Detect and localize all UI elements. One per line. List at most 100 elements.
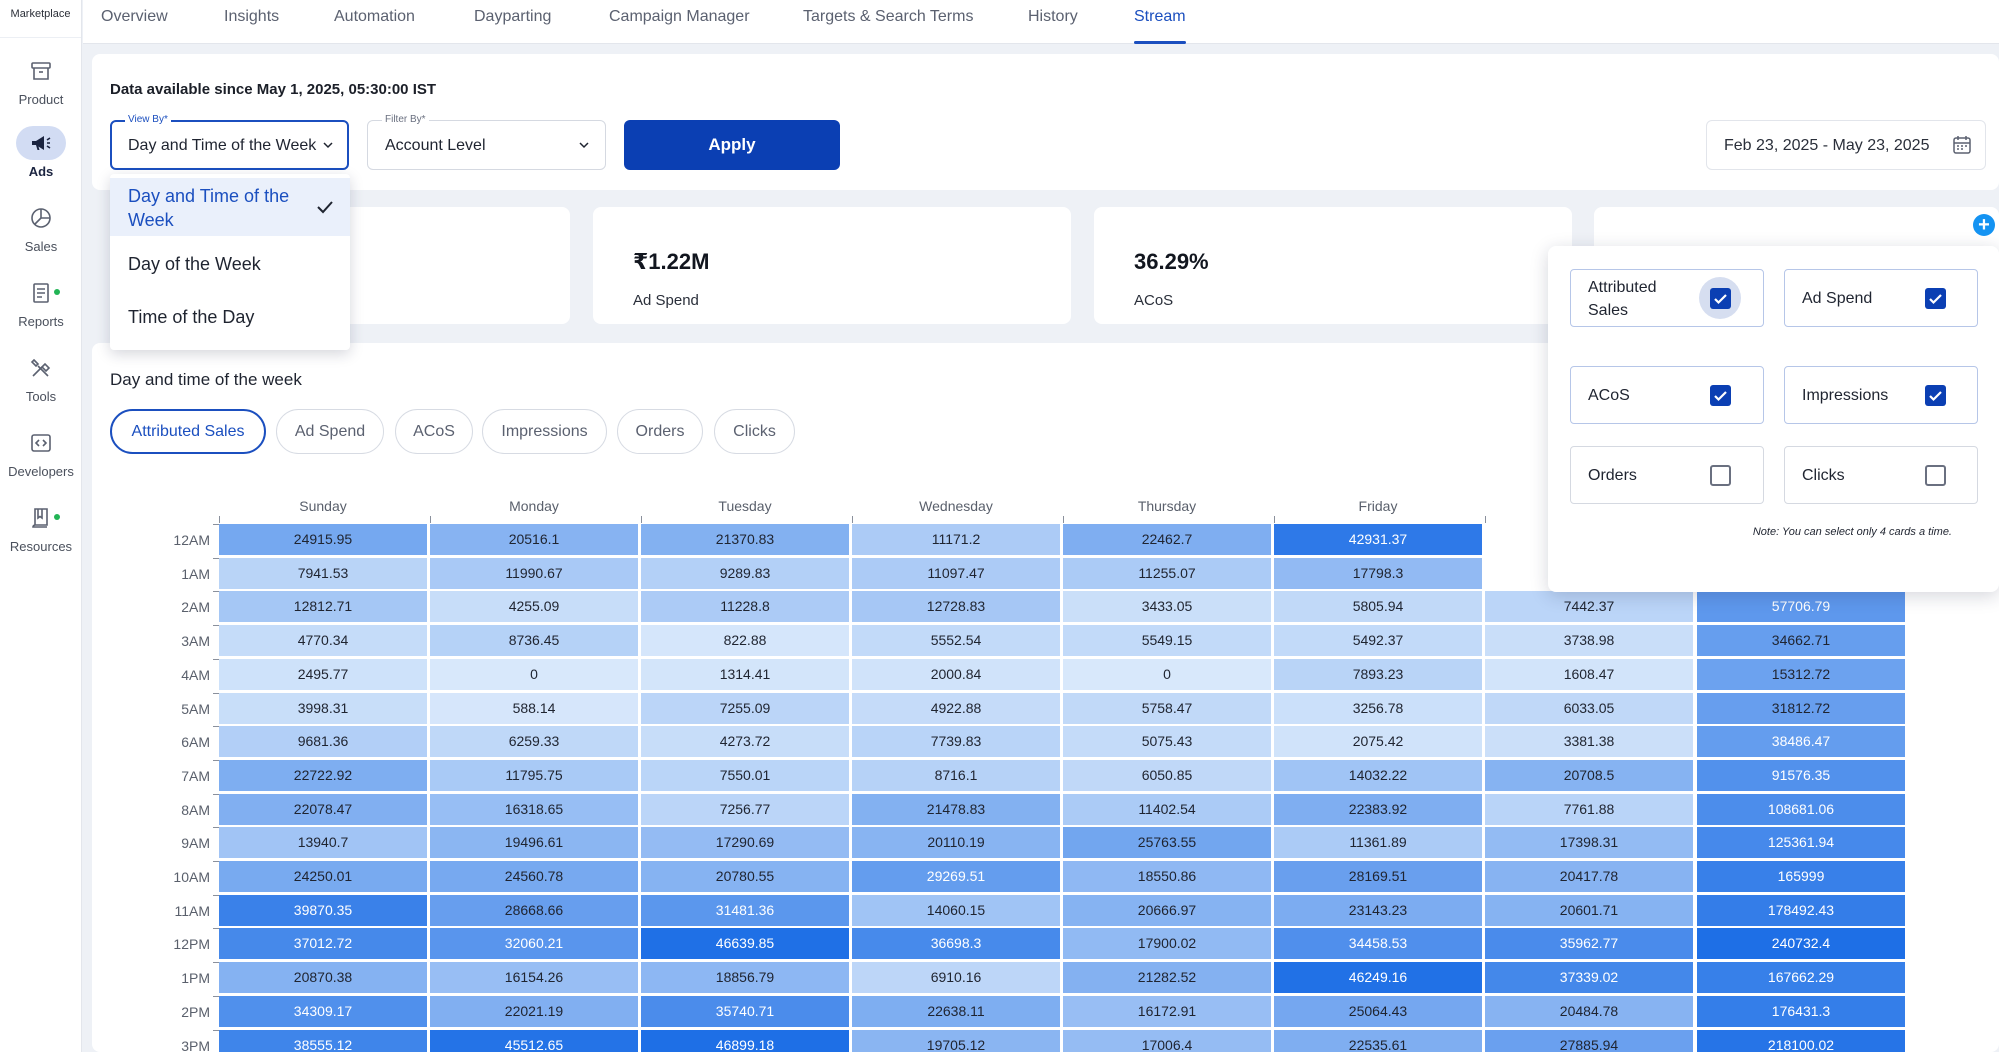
heatmap-cell[interactable]: 28668.66 [430, 894, 638, 926]
heatmap-cell[interactable]: 18550.86 [1063, 861, 1271, 892]
heatmap-cell[interactable]: 7761.88 [1485, 793, 1693, 825]
tab-stream[interactable]: Stream [1134, 0, 1186, 44]
heatmap-cell[interactable]: 17290.69 [641, 827, 849, 859]
metric-card-impressions[interactable]: Impressions [1784, 366, 1978, 424]
heatmap-cell[interactable]: 11361.89 [1274, 827, 1482, 859]
heatmap-cell[interactable]: 125361.94 [1697, 827, 1905, 859]
heatmap-cell[interactable]: 7442.37 [1485, 591, 1693, 623]
heatmap-cell[interactable]: 19705.12 [852, 1029, 1060, 1052]
checkbox-unchecked-icon[interactable] [1925, 465, 1946, 486]
sidebar-item-sales[interactable]: Sales [0, 201, 82, 254]
heatmap-cell[interactable]: 9681.36 [219, 726, 427, 758]
heatmap-cell[interactable]: 46639.85 [641, 928, 849, 960]
heatmap-cell[interactable]: 1314.41 [641, 658, 849, 690]
heatmap-cell[interactable]: 6259.33 [430, 726, 638, 758]
heatmap-cell[interactable]: 3998.31 [219, 692, 427, 724]
heatmap-cell[interactable]: 20417.78 [1485, 861, 1693, 892]
metric-chip-ad-spend[interactable]: Ad Spend [276, 409, 384, 454]
heatmap-cell[interactable]: 3256.78 [1274, 692, 1482, 724]
heatmap-cell[interactable]: 20516.1 [430, 524, 638, 555]
heatmap-cell[interactable]: 2495.77 [219, 658, 427, 690]
heatmap-cell[interactable]: 46249.16 [1274, 962, 1482, 994]
heatmap-cell[interactable]: 5552.54 [852, 625, 1060, 657]
sidebar-item-reports[interactable]: Reports [0, 276, 82, 329]
heatmap-cell[interactable]: 22535.61 [1274, 1029, 1482, 1052]
heatmap-cell[interactable]: 22462.7 [1063, 524, 1271, 555]
tab-history[interactable]: History [1028, 8, 1078, 25]
heatmap-cell[interactable]: 108681.06 [1697, 793, 1905, 825]
heatmap-cell[interactable]: 15312.72 [1697, 658, 1905, 690]
heatmap-cell[interactable]: 17798.3 [1274, 557, 1482, 589]
heatmap-cell[interactable]: 23143.23 [1274, 894, 1482, 926]
heatmap-cell[interactable]: 37339.02 [1485, 962, 1693, 994]
heatmap-cell[interactable]: 4770.34 [219, 625, 427, 657]
heatmap-cell[interactable]: 3738.98 [1485, 625, 1693, 657]
heatmap-cell[interactable]: 18856.79 [641, 962, 849, 994]
heatmap-cell[interactable]: 9289.83 [641, 557, 849, 589]
heatmap-cell[interactable]: 11097.47 [852, 557, 1060, 589]
heatmap-cell[interactable]: 6050.85 [1063, 759, 1271, 791]
sidebar-item-resources[interactable]: Resources [0, 501, 82, 554]
add-card-plus-icon[interactable]: + [1973, 214, 1995, 236]
heatmap-cell[interactable]: 3381.38 [1485, 726, 1693, 758]
heatmap-cell[interactable]: 22078.47 [219, 793, 427, 825]
heatmap-cell[interactable]: 21370.83 [641, 524, 849, 555]
checkbox-checked-icon[interactable] [1710, 385, 1731, 406]
heatmap-cell[interactable]: 0 [1063, 658, 1271, 690]
heatmap-cell[interactable]: 21478.83 [852, 793, 1060, 825]
heatmap-cell[interactable]: 165999 [1697, 861, 1905, 892]
heatmap-cell[interactable]: 12728.83 [852, 591, 1060, 623]
heatmap-cell[interactable]: 22638.11 [852, 995, 1060, 1027]
heatmap-cell[interactable]: 0 [430, 658, 638, 690]
heatmap-cell[interactable]: 29269.51 [852, 861, 1060, 892]
heatmap-cell[interactable]: 11795.75 [430, 759, 638, 791]
heatmap-cell[interactable]: 36698.3 [852, 928, 1060, 960]
view-by-select[interactable]: View By* Day and Time of the Week [110, 114, 349, 170]
date-range-picker[interactable]: Feb 23, 2025 - May 23, 2025 [1706, 120, 1986, 170]
heatmap-cell[interactable]: 24915.95 [219, 524, 427, 555]
heatmap-cell[interactable]: 7255.09 [641, 692, 849, 724]
heatmap-cell[interactable]: 178492.43 [1697, 894, 1905, 926]
heatmap-cell[interactable]: 2000.84 [852, 658, 1060, 690]
heatmap-cell[interactable]: 31812.72 [1697, 692, 1905, 724]
heatmap-cell[interactable]: 27885.94 [1485, 1029, 1693, 1052]
heatmap-cell[interactable]: 13940.7 [219, 827, 427, 859]
calendar-icon[interactable] [1951, 134, 1973, 156]
heatmap-cell[interactable]: 32060.21 [430, 928, 638, 960]
tab-automation[interactable]: Automation [334, 8, 415, 25]
heatmap-cell[interactable]: 11228.8 [641, 591, 849, 623]
heatmap-cell[interactable]: 5075.43 [1063, 726, 1271, 758]
heatmap-cell[interactable]: 4273.72 [641, 726, 849, 758]
tab-insights[interactable]: Insights [224, 8, 280, 25]
heatmap-cell[interactable]: 20110.19 [852, 827, 1060, 859]
heatmap-cell[interactable]: 167662.29 [1697, 962, 1905, 994]
checkbox-checked-icon[interactable] [1925, 288, 1946, 309]
tab-campaign-manager[interactable]: Campaign Manager [609, 8, 750, 25]
heatmap-cell[interactable]: 20601.71 [1485, 894, 1693, 926]
dropdown-option-day-and-time[interactable]: Day and Time of the Week [110, 178, 350, 236]
heatmap-cell[interactable]: 37012.72 [219, 928, 427, 960]
heatmap-cell[interactable]: 6033.05 [1485, 692, 1693, 724]
heatmap-cell[interactable]: 5492.37 [1274, 625, 1482, 657]
heatmap-cell[interactable]: 4255.09 [430, 591, 638, 623]
filter-by-select[interactable]: Filter By* Account Level [367, 114, 606, 170]
heatmap-cell[interactable]: 16172.91 [1063, 995, 1271, 1027]
checkbox-checked-icon[interactable] [1925, 385, 1946, 406]
heatmap-cell[interactable]: 20708.5 [1485, 759, 1693, 791]
heatmap-cell[interactable]: 24250.01 [219, 861, 427, 892]
heatmap-cell[interactable]: 31481.36 [641, 894, 849, 926]
heatmap-cell[interactable]: 38555.12 [219, 1029, 427, 1052]
metric-card-acos[interactable]: ACoS [1570, 366, 1764, 424]
heatmap-cell[interactable]: 7893.23 [1274, 658, 1482, 690]
heatmap-cell[interactable]: 4922.88 [852, 692, 1060, 724]
heatmap-cell[interactable]: 5758.47 [1063, 692, 1271, 724]
metric-card-clicks[interactable]: Clicks [1784, 446, 1978, 504]
sidebar-item-ads[interactable]: Ads [0, 126, 82, 179]
heatmap-cell[interactable]: 8716.1 [852, 759, 1060, 791]
heatmap-cell[interactable]: 28169.51 [1274, 861, 1482, 892]
heatmap-cell[interactable]: 20666.97 [1063, 894, 1271, 926]
heatmap-cell[interactable]: 20780.55 [641, 861, 849, 892]
heatmap-cell[interactable]: 57706.79 [1697, 591, 1905, 623]
metric-chip-impressions[interactable]: Impressions [482, 409, 607, 454]
heatmap-cell[interactable]: 11402.54 [1063, 793, 1271, 825]
